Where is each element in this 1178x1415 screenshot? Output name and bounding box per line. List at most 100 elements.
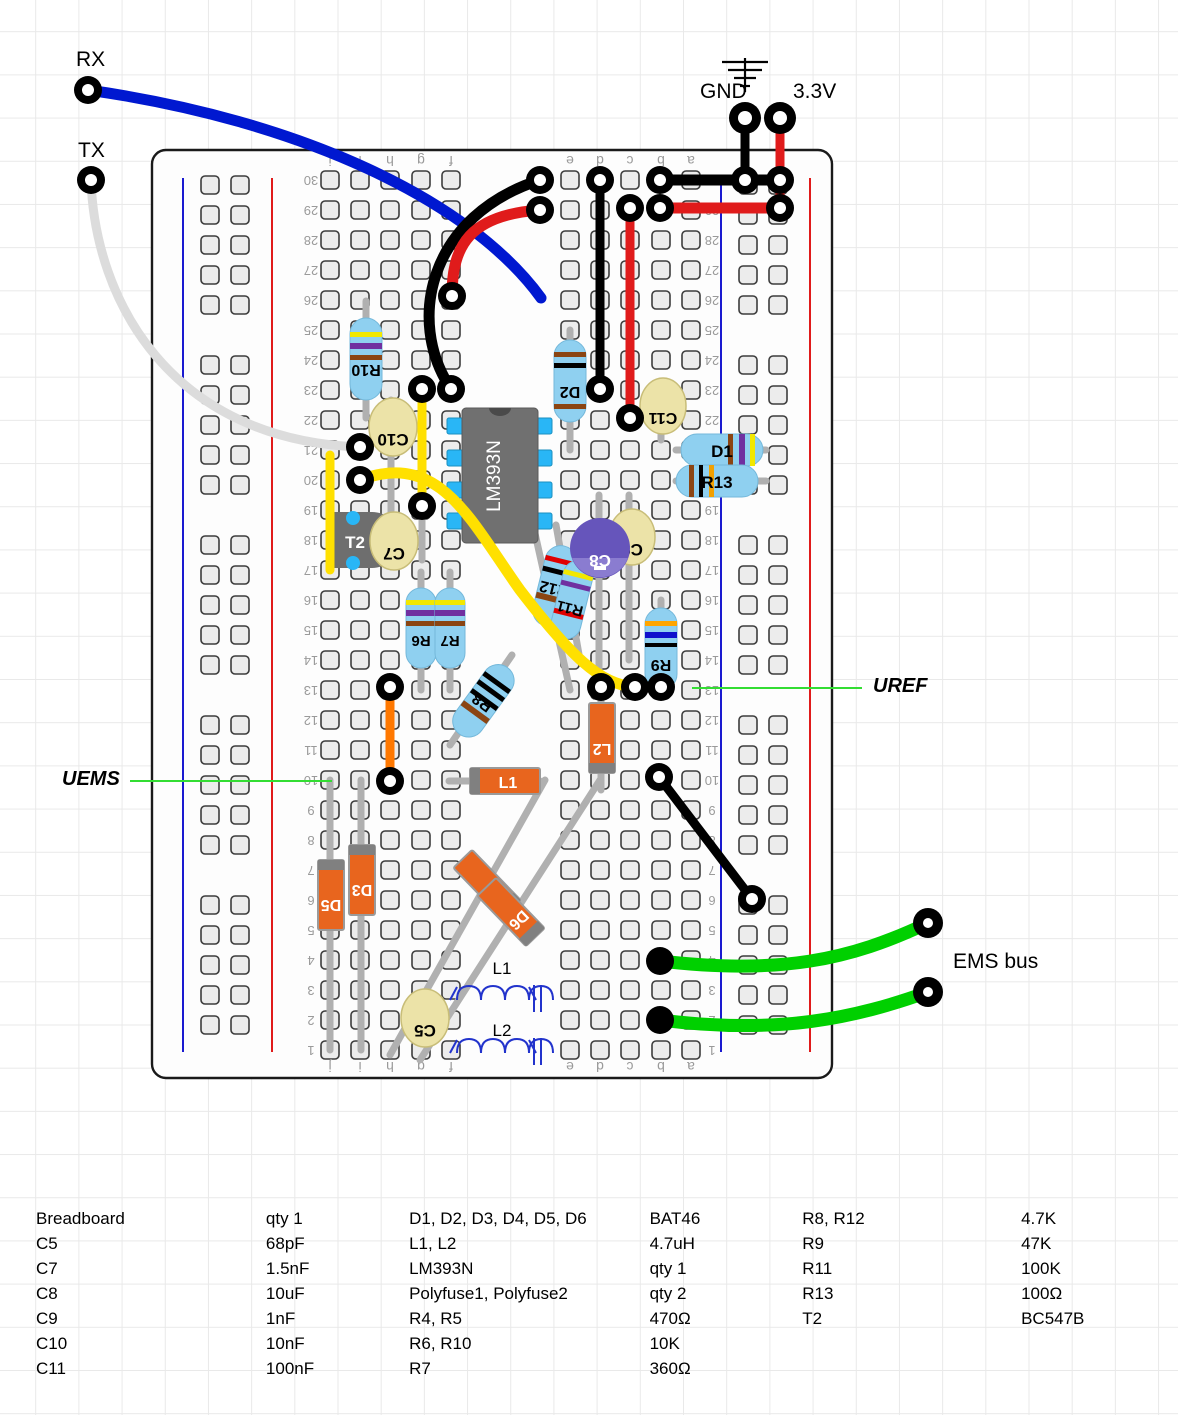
breadboard-hole[interactable]	[200, 205, 220, 225]
breadboard-hole[interactable]	[320, 410, 340, 430]
breadboard-hole[interactable]	[230, 175, 250, 195]
breadboard-hole[interactable]	[560, 170, 580, 190]
breadboard-hole[interactable]	[560, 230, 580, 250]
breadboard-hole[interactable]	[411, 950, 431, 970]
breadboard-hole[interactable]	[320, 620, 340, 640]
breadboard-hole[interactable]	[320, 320, 340, 340]
breadboard-hole[interactable]	[768, 835, 788, 855]
breadboard-hole[interactable]	[681, 620, 701, 640]
breadboard-hole[interactable]	[380, 290, 400, 310]
breadboard-hole[interactable]	[681, 320, 701, 340]
breadboard-hole[interactable]	[411, 260, 431, 280]
breadboard-hole[interactable]	[620, 740, 640, 760]
breadboard-hole[interactable]	[200, 175, 220, 195]
breadboard-hole[interactable]	[768, 265, 788, 285]
breadboard-hole[interactable]	[380, 950, 400, 970]
breadboard-hole[interactable]	[411, 710, 431, 730]
breadboard-hole[interactable]	[590, 890, 610, 910]
breadboard-hole[interactable]	[620, 860, 640, 880]
breadboard-hole[interactable]	[230, 805, 250, 825]
breadboard-hole[interactable]	[681, 590, 701, 610]
breadboard-hole[interactable]	[411, 350, 431, 370]
breadboard-hole[interactable]	[350, 740, 370, 760]
breadboard-hole[interactable]	[200, 415, 220, 435]
breadboard-hole[interactable]	[738, 295, 758, 315]
breadboard-hole[interactable]	[230, 595, 250, 615]
breadboard-hole[interactable]	[651, 470, 671, 490]
breadboard-hole[interactable]	[560, 890, 580, 910]
breadboard-hole[interactable]	[681, 230, 701, 250]
breadboard-hole[interactable]	[681, 920, 701, 940]
breadboard-hole[interactable]	[768, 895, 788, 915]
breadboard-hole[interactable]	[560, 260, 580, 280]
breadboard-hole[interactable]	[320, 350, 340, 370]
breadboard-hole[interactable]	[738, 595, 758, 615]
breadboard-hole[interactable]	[681, 710, 701, 730]
breadboard-hole[interactable]	[200, 775, 220, 795]
breadboard-hole[interactable]	[350, 260, 370, 280]
breadboard-hole[interactable]	[380, 620, 400, 640]
breadboard-hole[interactable]	[560, 860, 580, 880]
breadboard-hole[interactable]	[320, 170, 340, 190]
breadboard-hole[interactable]	[681, 1040, 701, 1060]
breadboard-hole[interactable]	[380, 230, 400, 250]
breadboard-hole[interactable]	[411, 830, 431, 850]
breadboard-hole[interactable]	[200, 295, 220, 315]
breadboard-hole[interactable]	[230, 745, 250, 765]
breadboard-hole[interactable]	[738, 535, 758, 555]
breadboard-hole[interactable]	[651, 740, 671, 760]
breadboard-hole[interactable]	[411, 170, 431, 190]
breadboard-hole[interactable]	[768, 355, 788, 375]
breadboard-hole[interactable]	[320, 230, 340, 250]
breadboard-hole[interactable]	[738, 235, 758, 255]
breadboard-hole[interactable]	[200, 535, 220, 555]
breadboard-hole[interactable]	[230, 1015, 250, 1035]
breadboard-hole[interactable]	[230, 205, 250, 225]
breadboard-hole[interactable]	[230, 565, 250, 585]
breadboard-hole[interactable]	[590, 920, 610, 940]
breadboard-hole[interactable]	[620, 980, 640, 1000]
breadboard-hole[interactable]	[350, 620, 370, 640]
breadboard-hole[interactable]	[590, 950, 610, 970]
breadboard-hole[interactable]	[200, 355, 220, 375]
breadboard-hole[interactable]	[768, 805, 788, 825]
breadboard-hole[interactable]	[651, 230, 671, 250]
breadboard-hole[interactable]	[651, 890, 671, 910]
breadboard-hole[interactable]	[681, 890, 701, 910]
breadboard-hole[interactable]	[230, 385, 250, 405]
breadboard-hole[interactable]	[651, 710, 671, 730]
breadboard-hole[interactable]	[560, 770, 580, 790]
breadboard-hole[interactable]	[350, 200, 370, 220]
breadboard-hole[interactable]	[441, 170, 461, 190]
breadboard-hole[interactable]	[350, 230, 370, 250]
breadboard-hole[interactable]	[380, 980, 400, 1000]
breadboard-hole[interactable]	[380, 200, 400, 220]
breadboard-hole[interactable]	[590, 470, 610, 490]
breadboard-hole[interactable]	[738, 985, 758, 1005]
breadboard-hole[interactable]	[590, 980, 610, 1000]
breadboard-hole[interactable]	[651, 290, 671, 310]
breadboard-hole[interactable]	[380, 1010, 400, 1030]
breadboard-hole[interactable]	[320, 680, 340, 700]
breadboard-hole[interactable]	[380, 320, 400, 340]
breadboard-hole[interactable]	[651, 830, 671, 850]
breadboard-hole[interactable]	[560, 740, 580, 760]
breadboard-hole[interactable]	[350, 650, 370, 670]
breadboard-hole[interactable]	[768, 745, 788, 765]
breadboard-hole[interactable]	[200, 595, 220, 615]
breadboard-hole[interactable]	[200, 235, 220, 255]
breadboard-hole[interactable]	[200, 715, 220, 735]
breadboard-hole[interactable]	[230, 355, 250, 375]
breadboard-hole[interactable]	[320, 650, 340, 670]
breadboard-hole[interactable]	[738, 925, 758, 945]
breadboard-hole[interactable]	[320, 260, 340, 280]
breadboard-hole[interactable]	[380, 830, 400, 850]
breadboard-hole[interactable]	[590, 1040, 610, 1060]
breadboard-hole[interactable]	[560, 710, 580, 730]
breadboard-hole[interactable]	[681, 770, 701, 790]
breadboard-hole[interactable]	[738, 265, 758, 285]
breadboard-hole[interactable]	[738, 355, 758, 375]
breadboard-hole[interactable]	[230, 775, 250, 795]
breadboard-hole[interactable]	[200, 985, 220, 1005]
breadboard-hole[interactable]	[768, 535, 788, 555]
